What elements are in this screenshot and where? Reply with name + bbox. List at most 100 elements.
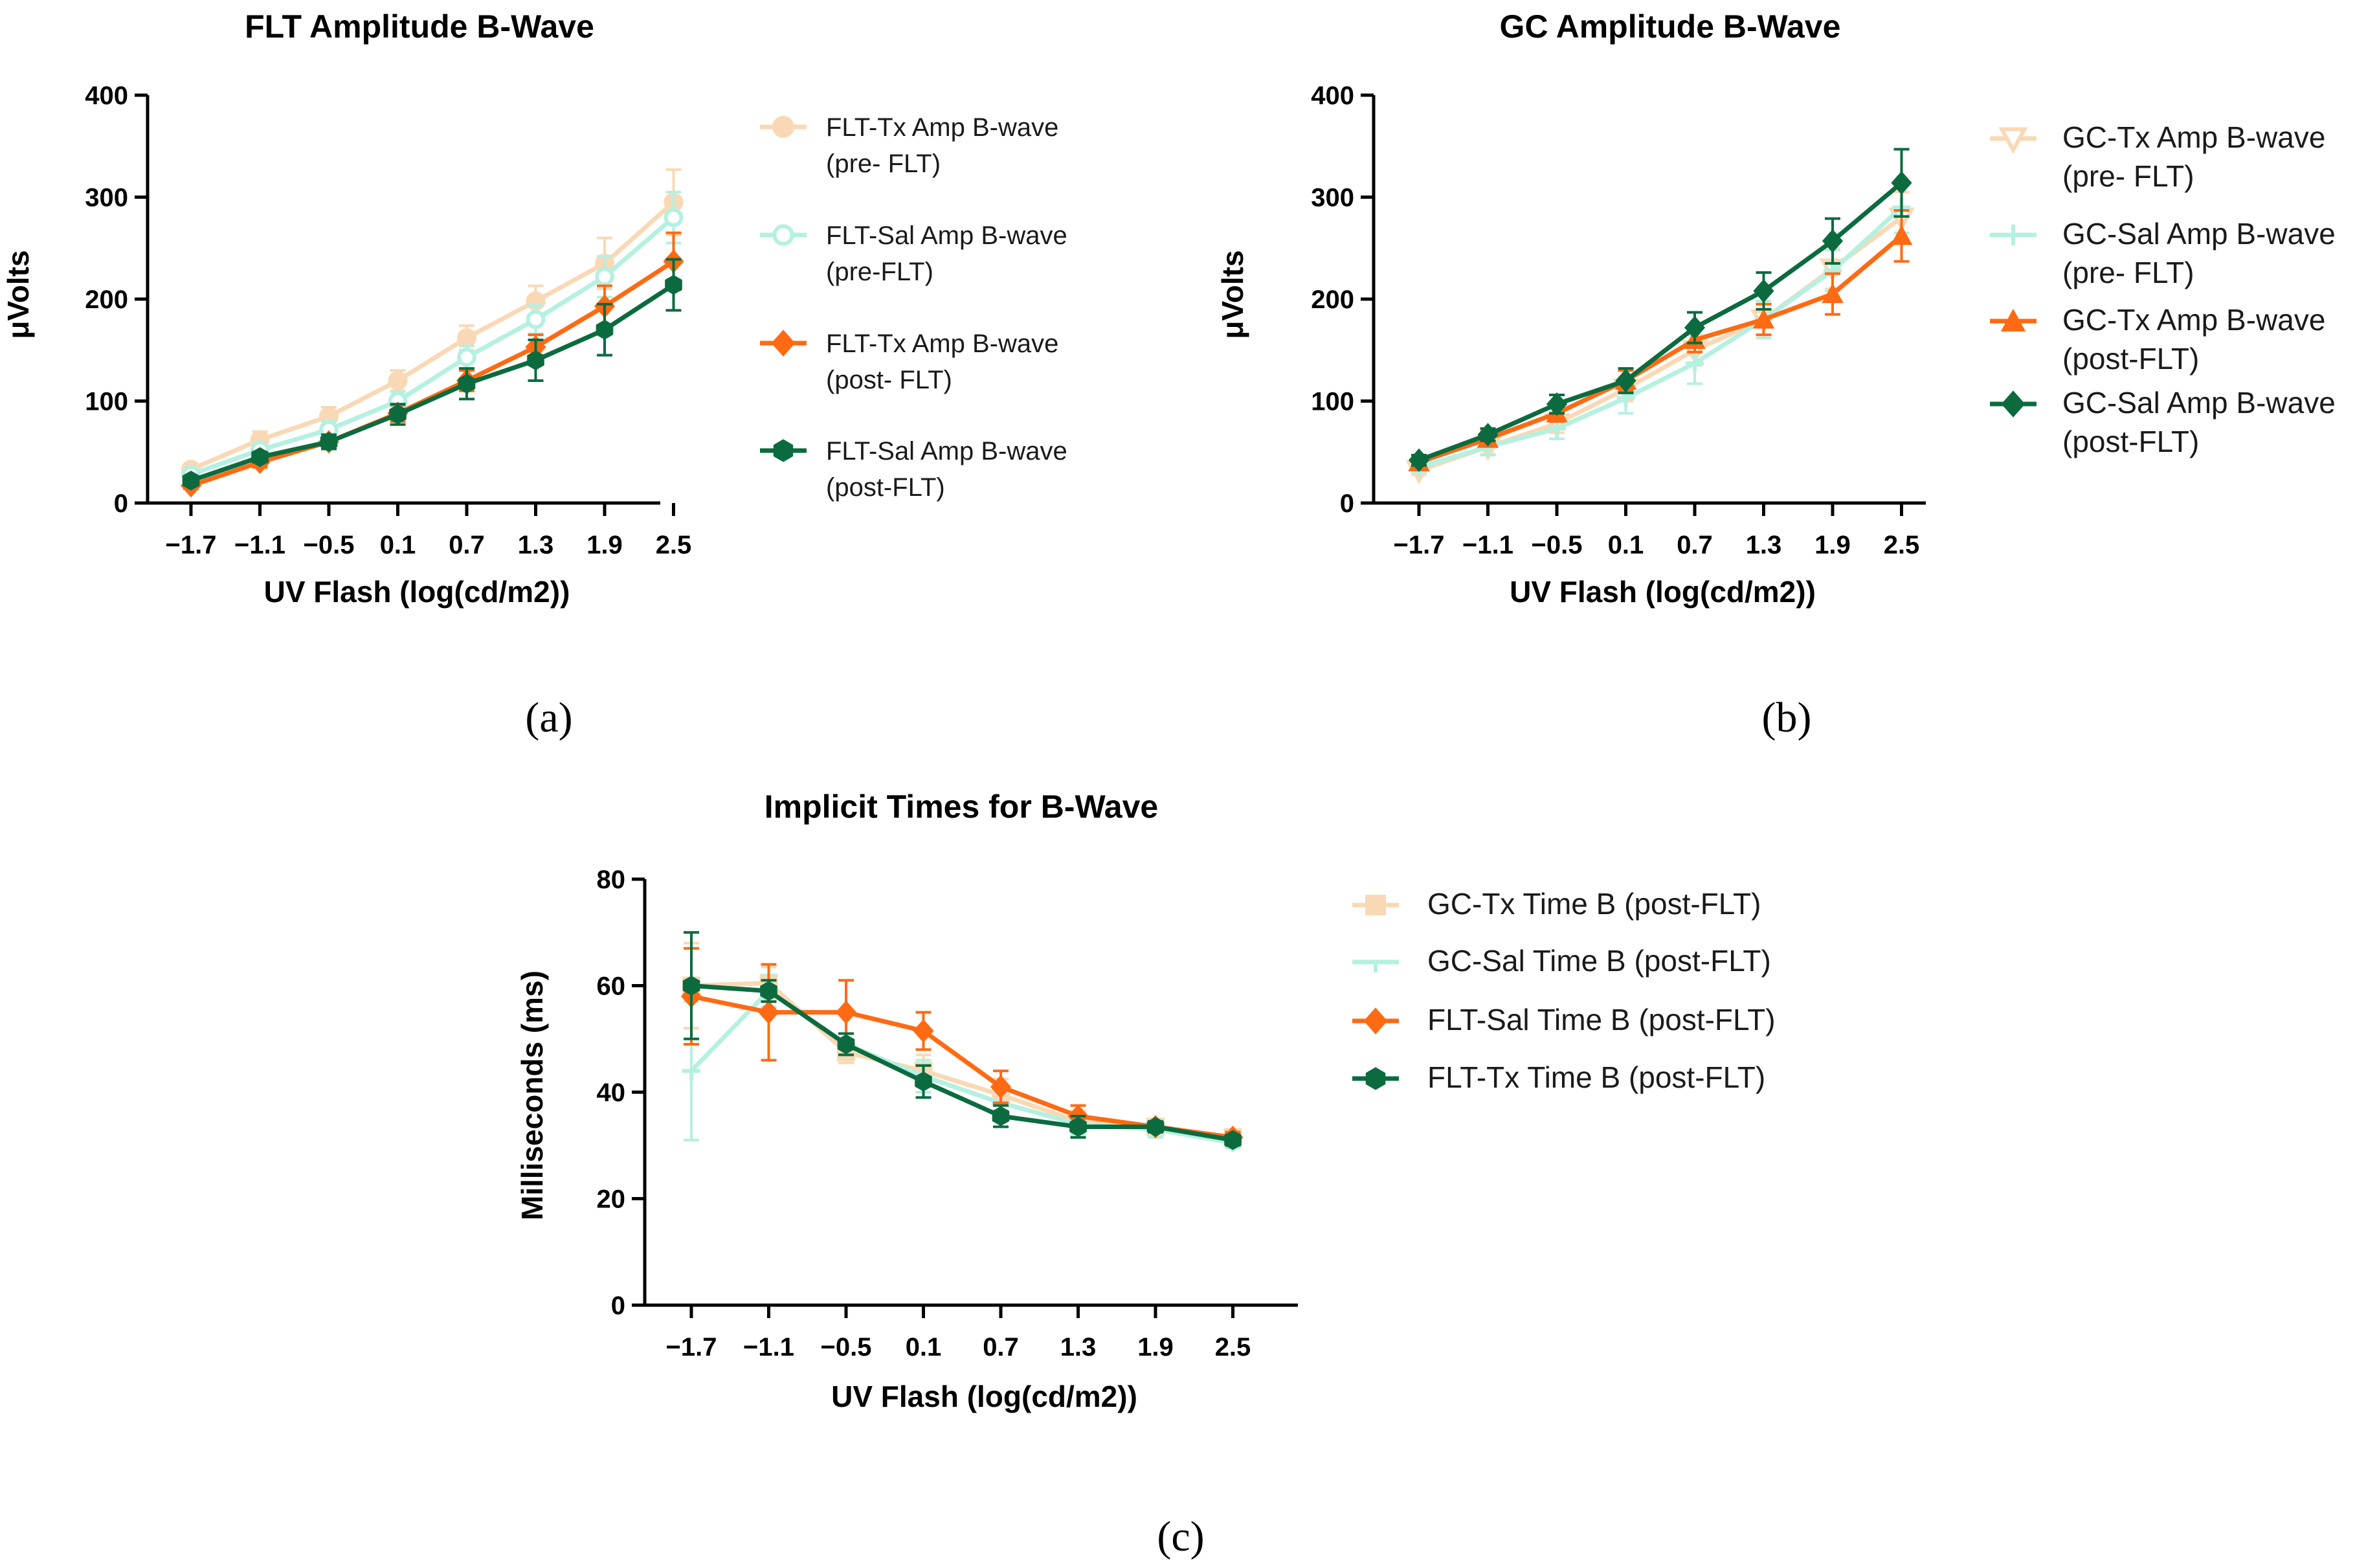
series-gc-tx-time-b-post-flt bbox=[682, 941, 1242, 1147]
series-gc-sal-amp-b-wave-post-flt bbox=[1408, 148, 1912, 473]
data-point bbox=[1684, 315, 1706, 340]
data-point bbox=[915, 1071, 932, 1092]
y-tick-label: 0 bbox=[611, 1292, 625, 1320]
y-tick-label: 80 bbox=[597, 866, 626, 894]
data-point bbox=[1752, 308, 1775, 329]
legend-label: (pre- FLT) bbox=[2062, 256, 2194, 289]
data-point bbox=[1069, 1117, 1087, 1137]
legend-item: GC-Sal Amp B-wave (pre- FLT) bbox=[1990, 217, 2336, 289]
legend-label: (post-FLT) bbox=[2062, 342, 2199, 375]
x-tick-label: −1.1 bbox=[743, 1333, 794, 1361]
x-tick-label: −1.7 bbox=[166, 531, 217, 559]
data-point bbox=[596, 319, 614, 340]
y-tick-label: 300 bbox=[1311, 184, 1354, 212]
legend-label: (pre- FLT) bbox=[826, 150, 941, 178]
data-point bbox=[913, 1019, 934, 1043]
legend-swatch-marker bbox=[772, 116, 794, 138]
x-axis-label: UV Flash (log(cd/m2)) bbox=[831, 1380, 1137, 1413]
legend-label: (pre-FLT) bbox=[826, 258, 933, 286]
x-tick-label: 0.7 bbox=[983, 1333, 1019, 1361]
y-tick-label: 200 bbox=[1311, 286, 1354, 314]
legend-swatch-marker bbox=[2000, 308, 2026, 331]
x-tick-label: 0.1 bbox=[1608, 531, 1644, 559]
data-point bbox=[1891, 171, 1912, 195]
y-tick-label: 300 bbox=[85, 184, 128, 212]
legend-label: FLT-Tx Amp B-wave bbox=[826, 330, 1058, 358]
legend-item: FLT-Tx Amp B-wave (post- FLT) bbox=[760, 330, 1058, 394]
legend-label: (post- FLT) bbox=[826, 366, 952, 394]
data-point bbox=[1146, 1117, 1165, 1137]
data-point bbox=[526, 309, 546, 330]
x-tick-label: 0.7 bbox=[1677, 531, 1713, 559]
legend-label: FLT-Tx Time B (post-FLT) bbox=[1427, 1060, 1765, 1094]
data-point bbox=[1753, 279, 1774, 303]
data-point bbox=[992, 1106, 1010, 1126]
data-point bbox=[1686, 354, 1704, 373]
legend-label: FLT-Sal Amp B-wave bbox=[826, 437, 1067, 465]
legend-item: GC-Sal Amp B-wave (post-FLT) bbox=[1990, 386, 2336, 458]
data-point bbox=[457, 347, 476, 367]
panel-label-c: (c) bbox=[1157, 1513, 1204, 1560]
data-point bbox=[1890, 225, 1913, 245]
y-axis-label: μVolts bbox=[1, 250, 35, 339]
legend-label: FLT-Sal Amp B-wave bbox=[826, 221, 1067, 250]
x-tick-label: 0.1 bbox=[380, 531, 416, 559]
y-tick-label: 0 bbox=[114, 489, 128, 518]
data-point bbox=[595, 267, 614, 287]
x-tick-label: −0.5 bbox=[304, 531, 355, 559]
legend-swatch-marker bbox=[771, 330, 796, 357]
x-tick-label: −1.7 bbox=[666, 1333, 717, 1361]
legend-item: FLT-Tx Amp B-wave (pre- FLT) bbox=[760, 113, 1058, 178]
series-flt-sal-amp-b-wave-post-flt bbox=[182, 258, 682, 491]
x-tick-label: −1.1 bbox=[234, 531, 285, 559]
series-line bbox=[190, 282, 675, 483]
legend-swatch-marker bbox=[1365, 1067, 1386, 1090]
chart-gc-amplitude: GC Amplitude B-Wave 0 100 200 300 400 −1.7 −1.1… bbox=[1216, 8, 2336, 609]
legend-swatch-marker bbox=[772, 224, 794, 246]
panel-label-a: (a) bbox=[525, 694, 572, 741]
data-point bbox=[664, 208, 684, 227]
y-axis-label: Milliseconds (ms) bbox=[515, 970, 549, 1220]
series-line bbox=[1418, 205, 1903, 470]
x-tick-label: 1.9 bbox=[1814, 531, 1851, 559]
data-point bbox=[1822, 229, 1844, 253]
data-point bbox=[251, 447, 269, 467]
x-axis-label: UV Flash (log(cd/m2)) bbox=[264, 575, 570, 609]
legend-label: (post-FLT) bbox=[826, 473, 945, 502]
legend-label: GC-Sal Amp B-wave bbox=[2062, 217, 2336, 251]
legend-label: (post-FLT) bbox=[2062, 425, 2199, 458]
data-point bbox=[388, 371, 408, 390]
legend-item: GC-Tx Time B (post-FLT) bbox=[1352, 887, 1761, 921]
legend-swatch-marker bbox=[1365, 960, 1386, 972]
legend-item: GC-Sal Time B (post-FLT) bbox=[1352, 944, 1771, 978]
x-tick-label: −1.7 bbox=[1394, 531, 1445, 559]
x-tick-label: −0.5 bbox=[1532, 531, 1583, 559]
legend-swatch-marker bbox=[1365, 895, 1386, 915]
y-tick-label: 0 bbox=[1340, 489, 1354, 518]
legend-label: FLT-Sal Time B (post-FLT) bbox=[1427, 1003, 1776, 1036]
y-tick-label: 60 bbox=[597, 972, 626, 1001]
legend-label: GC-Tx Time B (post-FLT) bbox=[1427, 887, 1761, 921]
legend-label: FLT-Tx Amp B-wave bbox=[826, 113, 1058, 142]
legend-label: GC-Sal Amp B-wave bbox=[2062, 386, 2336, 420]
series-flt-tx-time-b-post-flt bbox=[682, 931, 1242, 1150]
series-line bbox=[1418, 181, 1903, 463]
data-point bbox=[389, 404, 407, 425]
data-point bbox=[682, 976, 700, 996]
x-tick-label: 2.5 bbox=[1215, 1333, 1251, 1361]
legend-label: (pre- FLT) bbox=[2062, 159, 2194, 193]
series-line bbox=[691, 983, 1234, 1143]
legend-label: GC-Sal Time B (post-FLT) bbox=[1427, 944, 1771, 978]
data-point bbox=[835, 1000, 857, 1024]
x-tick-label: −0.5 bbox=[821, 1333, 872, 1361]
x-tick-label: 1.9 bbox=[1137, 1333, 1174, 1361]
y-axis-label: μVolts bbox=[1216, 250, 1249, 339]
legend-label: GC-Tx Amp B-wave bbox=[2062, 303, 2325, 337]
x-tick-label: 1.3 bbox=[1060, 1333, 1097, 1361]
x-tick-label: 1.3 bbox=[518, 531, 554, 559]
chart-title: FLT Amplitude B-Wave bbox=[245, 8, 594, 45]
data-point bbox=[457, 328, 476, 348]
y-tick-label: 400 bbox=[1311, 82, 1354, 110]
chart-title: Implicit Times for B-Wave bbox=[764, 789, 1158, 825]
